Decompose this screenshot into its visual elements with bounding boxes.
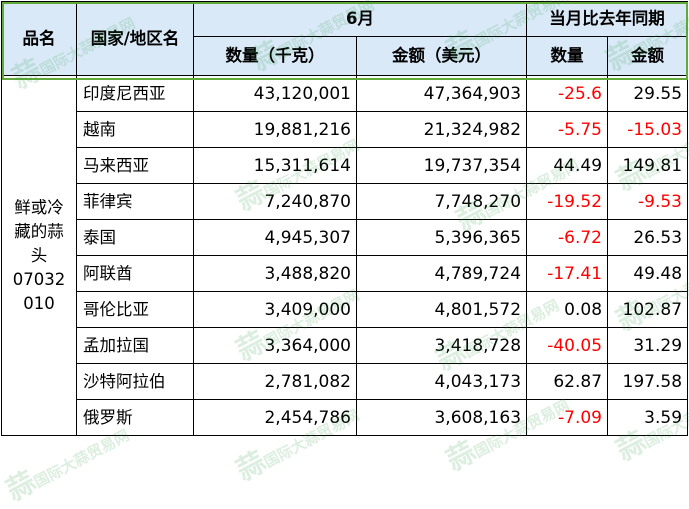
header-amount: 金额（美元） xyxy=(355,36,528,76)
table-row: 孟加拉国 3,364,000 3,418,728 -40.05 31.29 xyxy=(2,327,689,364)
yoy-amount-cell: 26.53 xyxy=(607,219,689,256)
yoy-quantity-cell: -25.6 xyxy=(526,75,609,112)
amount-cell: 4,789,724 xyxy=(355,255,528,292)
country-cell: 菲律宾 xyxy=(76,183,194,220)
header-yoy-amount: 金额 xyxy=(607,36,689,76)
yoy-amount-cell: -15.03 xyxy=(607,111,689,148)
amount-cell: 5,396,365 xyxy=(355,219,528,256)
quantity-cell: 43,120,001 xyxy=(193,75,357,112)
country-cell: 印度尼西亚 xyxy=(76,75,194,112)
amount-cell: 3,608,163 xyxy=(355,399,528,436)
amount-cell: 21,324,982 xyxy=(355,111,528,148)
yoy-quantity-cell: -17.41 xyxy=(526,255,609,292)
table-row: 越南 19,881,216 21,324,982 -5.75 -15.03 xyxy=(2,111,689,148)
table-row: 菲律宾 7,240,870 7,748,270 -19.52 -9.53 xyxy=(2,183,689,220)
quantity-cell: 3,488,820 xyxy=(193,255,357,292)
header-product: 品名 xyxy=(1,1,77,76)
quantity-cell: 4,945,307 xyxy=(193,219,357,256)
table-row: 泰国 4,945,307 5,396,365 -6.72 26.53 xyxy=(2,219,689,256)
yoy-amount-cell: -9.53 xyxy=(607,183,689,220)
table-row: 阿联酋 3,488,820 4,789,724 -17.41 49.48 xyxy=(2,255,689,292)
watermark-logo: 蒜 xyxy=(440,434,481,478)
yoy-amount-cell: 102.87 xyxy=(607,291,689,328)
country-cell: 越南 xyxy=(76,111,194,148)
country-cell: 孟加拉国 xyxy=(76,327,194,364)
yoy-amount-cell: 149.81 xyxy=(607,147,689,184)
yoy-quantity-cell: -5.75 xyxy=(526,111,609,148)
yoy-quantity-cell: -6.72 xyxy=(526,219,609,256)
watermark-logo: 蒜 xyxy=(230,444,271,488)
yoy-quantity-cell: 44.49 xyxy=(526,147,609,184)
country-cell: 泰国 xyxy=(76,219,194,256)
yoy-quantity-cell: -19.52 xyxy=(526,183,609,220)
yoy-amount-cell: 3.59 xyxy=(607,399,689,436)
garlic-export-table-container: 品名 国家/地区名 6月 当月比去年同期 数量（千克） 金额（美元） 数量 金额… xyxy=(1,1,689,436)
amount-cell: 7,748,270 xyxy=(355,183,528,220)
table-row: 马来西亚 15,311,614 19,737,354 44.49 149.81 xyxy=(2,147,689,184)
yoy-quantity-cell: 62.87 xyxy=(526,363,609,400)
quantity-cell: 3,409,000 xyxy=(193,291,357,328)
product-name-line: 07032 xyxy=(12,269,66,289)
header-month: 6月 xyxy=(192,1,528,37)
yoy-amount-cell: 29.55 xyxy=(607,75,689,112)
quantity-cell: 3,364,000 xyxy=(193,327,357,364)
product-name-line: 010 xyxy=(23,293,55,313)
product-name-line: 鲜或冷 xyxy=(14,197,64,217)
quantity-cell: 2,454,786 xyxy=(193,399,357,436)
amount-cell: 19,737,354 xyxy=(355,147,528,184)
yoy-amount-cell: 31.29 xyxy=(607,327,689,364)
table-header: 品名 国家/地区名 6月 当月比去年同期 数量（千克） 金额（美元） 数量 金额 xyxy=(1,1,689,76)
country-cell: 马来西亚 xyxy=(76,147,194,184)
table-row: 俄罗斯 2,454,786 3,608,163 -7.09 3.59 xyxy=(2,399,689,436)
yoy-quantity-cell: 0.08 xyxy=(526,291,609,328)
header-quantity: 数量（千克） xyxy=(193,36,357,76)
table-row: 沙特阿拉伯 2,781,082 4,043,173 62.87 197.58 xyxy=(2,363,689,400)
quantity-cell: 2,781,082 xyxy=(193,363,357,400)
product-name-cell: 鲜或冷藏的蒜头 07032 010 xyxy=(1,75,77,436)
amount-cell: 4,043,173 xyxy=(355,363,528,400)
product-name-line: 藏的蒜 xyxy=(14,221,64,241)
yoy-quantity-cell: -40.05 xyxy=(526,327,609,364)
yoy-amount-cell: 197.58 xyxy=(607,363,689,400)
country-cell: 沙特阿拉伯 xyxy=(76,363,194,400)
product-name-line: 头 xyxy=(30,245,48,265)
quantity-cell: 7,240,870 xyxy=(193,183,357,220)
country-cell: 哥伦比亚 xyxy=(76,291,194,328)
header-yoy-quantity: 数量 xyxy=(526,36,609,76)
header-country: 国家/地区名 xyxy=(76,1,194,76)
quantity-cell: 15,311,614 xyxy=(193,147,357,184)
garlic-export-table: 品名 国家/地区名 6月 当月比去年同期 数量（千克） 金额（美元） 数量 金额… xyxy=(1,1,689,436)
header-yoy: 当月比去年同期 xyxy=(526,1,689,37)
table-row: 哥伦比亚 3,409,000 4,801,572 0.08 102.87 xyxy=(2,291,689,328)
country-cell: 俄罗斯 xyxy=(76,399,194,436)
country-cell: 阿联酋 xyxy=(76,255,194,292)
yoy-amount-cell: 49.48 xyxy=(607,255,689,292)
table-body: 鲜或冷藏的蒜头 07032 010 印度尼西亚 43,120,001 47,364,903… xyxy=(1,75,689,436)
watermark-logo: 蒜 xyxy=(0,464,41,508)
quantity-cell: 19,881,216 xyxy=(193,111,357,148)
amount-cell: 47,364,903 xyxy=(355,75,528,112)
table-row: 鲜或冷藏的蒜头 07032 010 印度尼西亚 43,120,001 47,364,903… xyxy=(1,75,689,436)
yoy-quantity-cell: -7.09 xyxy=(526,399,609,436)
amount-cell: 4,801,572 xyxy=(355,291,528,328)
amount-cell: 3,418,728 xyxy=(355,327,528,364)
